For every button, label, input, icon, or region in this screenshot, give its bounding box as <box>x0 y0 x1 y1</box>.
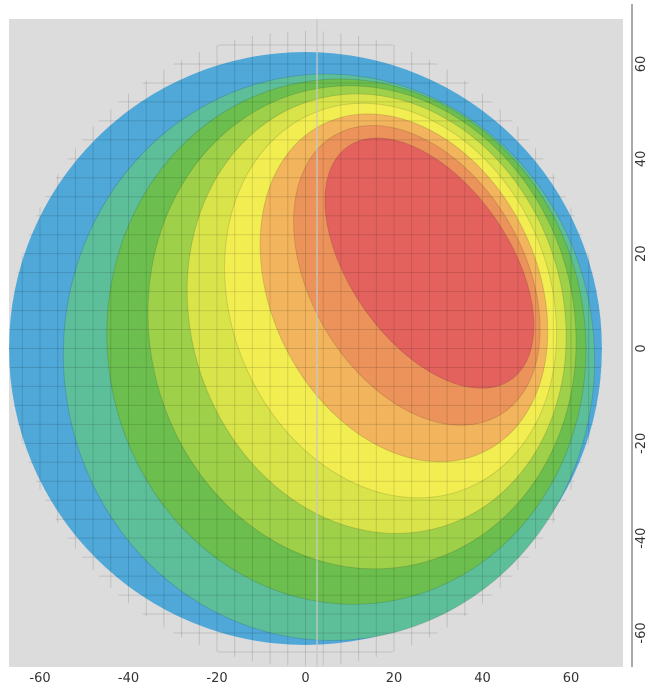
y-tick-label: -20 <box>634 433 649 454</box>
x-tick-label: -40 <box>118 671 139 686</box>
contour-band-9 <box>324 137 535 389</box>
y-tick-label: 60 <box>634 56 649 73</box>
x-tick-label: 0 <box>301 671 309 686</box>
x-tick-label: 60 <box>563 671 580 686</box>
y-tick-label: 40 <box>634 151 649 168</box>
x-tick-label: 40 <box>474 671 491 686</box>
y-tick-label: -60 <box>634 622 649 643</box>
x-tick-label: -60 <box>29 671 50 686</box>
x-tick-label: 20 <box>386 671 403 686</box>
grid-layer <box>9 19 623 667</box>
x-tick-label: -20 <box>206 671 227 686</box>
y-tick-label: 0 <box>634 344 649 352</box>
x-axis-ticks: -60 -40 -20 0 20 40 60 <box>29 671 579 686</box>
y-tick-label: -40 <box>634 528 649 549</box>
y-tick-label: 20 <box>634 245 649 262</box>
outside-circle-mask <box>9 19 623 667</box>
y-axis-ticks: -60 -40 -20 0 20 40 60 <box>634 56 649 644</box>
